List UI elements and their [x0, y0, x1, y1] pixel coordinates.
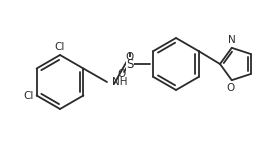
- Text: O: O: [118, 69, 126, 79]
- Text: O: O: [126, 52, 134, 62]
- Text: N: N: [228, 35, 236, 45]
- Text: O: O: [226, 83, 235, 93]
- Text: NH: NH: [112, 77, 128, 87]
- Text: Cl: Cl: [23, 91, 34, 100]
- Text: S: S: [126, 57, 134, 71]
- Text: Cl: Cl: [55, 42, 65, 52]
